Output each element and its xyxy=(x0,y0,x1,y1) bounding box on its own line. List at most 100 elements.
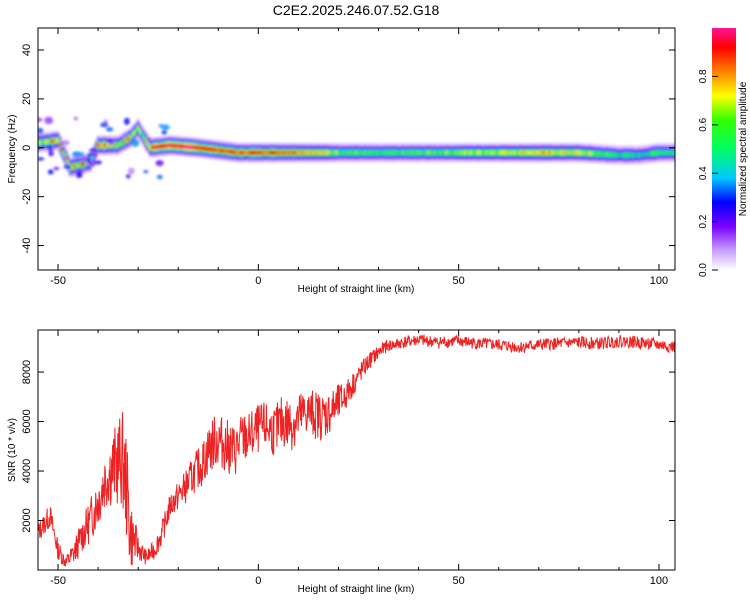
spectrogram-cell xyxy=(613,152,617,158)
spectrogram-cell xyxy=(257,150,260,155)
spectrogram-cell xyxy=(667,150,671,155)
spectrogram-cell xyxy=(361,150,364,155)
colorbar-tick-label: 0.2 xyxy=(698,214,709,228)
spectrogram-cell xyxy=(54,138,58,143)
spectrogram-xtick-label: 100 xyxy=(650,275,668,287)
spectrogram-cell xyxy=(563,150,567,155)
spectrogram-cell xyxy=(60,147,64,152)
spectrogram-noise-blob xyxy=(86,157,91,164)
spectrogram-cell xyxy=(441,150,445,155)
spectrogram-cell xyxy=(225,149,228,154)
spectrogram-cell xyxy=(154,144,158,150)
spectrogram-cell xyxy=(271,150,274,155)
spectrogram-cell xyxy=(171,143,174,148)
spectrogram-cell xyxy=(489,150,493,155)
spectrogram-cell xyxy=(503,150,507,155)
spectrogram-ytick-label: 20 xyxy=(21,93,33,105)
spectrogram-cell xyxy=(559,150,563,155)
spectrogram-cell xyxy=(112,143,116,148)
figure-title: C2E2.2025.246.07.52.G18 xyxy=(273,2,440,18)
spectrogram-ticks: -50 0 50 100 -40 -20 0 20 40 xyxy=(21,28,675,287)
spectrogram-cell xyxy=(611,152,615,157)
spectrogram-cell xyxy=(507,150,511,155)
spectrogram-cell xyxy=(451,150,455,155)
colorbar-label: Normalized spectral amplitude xyxy=(738,81,749,216)
spectrogram-cell xyxy=(233,149,236,155)
spectrogram-cell xyxy=(152,145,156,150)
spectrogram-cell xyxy=(603,152,607,157)
spectrogram-cell xyxy=(104,143,108,148)
spectrogram-cell xyxy=(553,150,557,155)
spectrogram-cell xyxy=(485,150,489,155)
spectrogram-cell xyxy=(128,135,132,141)
spectrogram-cell xyxy=(56,138,60,143)
spectrogram-cell xyxy=(313,150,316,155)
spectrogram-cell xyxy=(547,150,551,155)
spectrogram-cell xyxy=(191,145,194,150)
spectrogram-cell xyxy=(102,143,106,148)
spectrogram-cell xyxy=(501,150,505,155)
spectrogram-noise-blob xyxy=(161,130,167,135)
spectrogram-cell xyxy=(471,150,475,155)
spectrogram-cell xyxy=(187,144,190,150)
spectrogram-cell xyxy=(267,150,270,155)
spectrogram-cell xyxy=(463,150,467,155)
spectrogram-cell xyxy=(583,150,587,156)
spectrogram-cell xyxy=(275,150,278,155)
spectrogram-cell xyxy=(403,150,406,155)
spectrogram-cell xyxy=(587,151,591,156)
spectrogram-cell xyxy=(619,152,623,158)
spectrogram-cell xyxy=(126,137,130,142)
spectrogram-cell xyxy=(375,150,378,155)
spectrogram-cell xyxy=(593,151,597,156)
spectrogram-cell xyxy=(519,150,523,155)
spectrogram-cell xyxy=(201,146,204,151)
spectrogram-cell xyxy=(529,150,533,155)
spectrogram-cell xyxy=(355,150,358,155)
spectrogram-cell xyxy=(307,150,310,155)
spectrogram-cell xyxy=(551,150,555,155)
spectrogram-cell xyxy=(315,150,318,155)
spectrogram-cell xyxy=(569,150,573,155)
snr-ylabel: SNR (10 * v/v) xyxy=(7,418,18,482)
spectrogram-cell xyxy=(363,150,366,155)
spectrogram-cell xyxy=(435,150,439,155)
spectrogram-cell xyxy=(116,143,120,148)
spectrogram-cell xyxy=(541,150,545,155)
spectrogram-cell xyxy=(106,143,110,148)
spectrogram-cell xyxy=(219,148,222,153)
spectrogram-cell xyxy=(381,150,384,155)
spectrogram-cell xyxy=(329,150,332,155)
spectrogram-cell xyxy=(433,150,437,155)
snr-series-line xyxy=(38,334,675,567)
spectrogram-cell xyxy=(74,163,78,169)
spectrogram-cell xyxy=(241,150,244,155)
spectrogram-cell xyxy=(213,147,216,152)
spectrogram-cell xyxy=(481,150,485,155)
spectrogram-cell xyxy=(543,150,547,155)
spectrogram-cell xyxy=(455,150,459,155)
spectrogram-cell xyxy=(165,143,168,149)
spectrogram-cell xyxy=(349,150,352,155)
spectrogram-cell xyxy=(523,150,527,155)
spectrogram-cell xyxy=(215,147,218,153)
spectrogram-cell xyxy=(473,150,477,155)
spectrogram-xtick-label: 50 xyxy=(453,275,465,287)
spectrogram-cell xyxy=(193,145,196,150)
spectrogram-cell xyxy=(415,150,418,155)
spectrogram-cell xyxy=(665,150,669,155)
spectrogram-cell xyxy=(421,150,425,155)
spectrogram-cell xyxy=(555,150,559,155)
spectrogram-cell xyxy=(399,150,402,155)
spectrogram-cell xyxy=(40,140,44,145)
spectrogram-cell xyxy=(357,150,360,155)
spectrogram-cell xyxy=(525,150,529,155)
spectrogram-cell xyxy=(585,150,589,156)
spectrogram-cell xyxy=(601,151,605,157)
spectrogram-cell xyxy=(509,150,513,155)
spectrogram-cell xyxy=(445,150,449,155)
spectrogram-cell xyxy=(245,150,248,155)
spectrogram-cell xyxy=(293,150,296,155)
spectrogram-cell xyxy=(197,145,200,150)
spectrogram-cell xyxy=(209,147,212,152)
